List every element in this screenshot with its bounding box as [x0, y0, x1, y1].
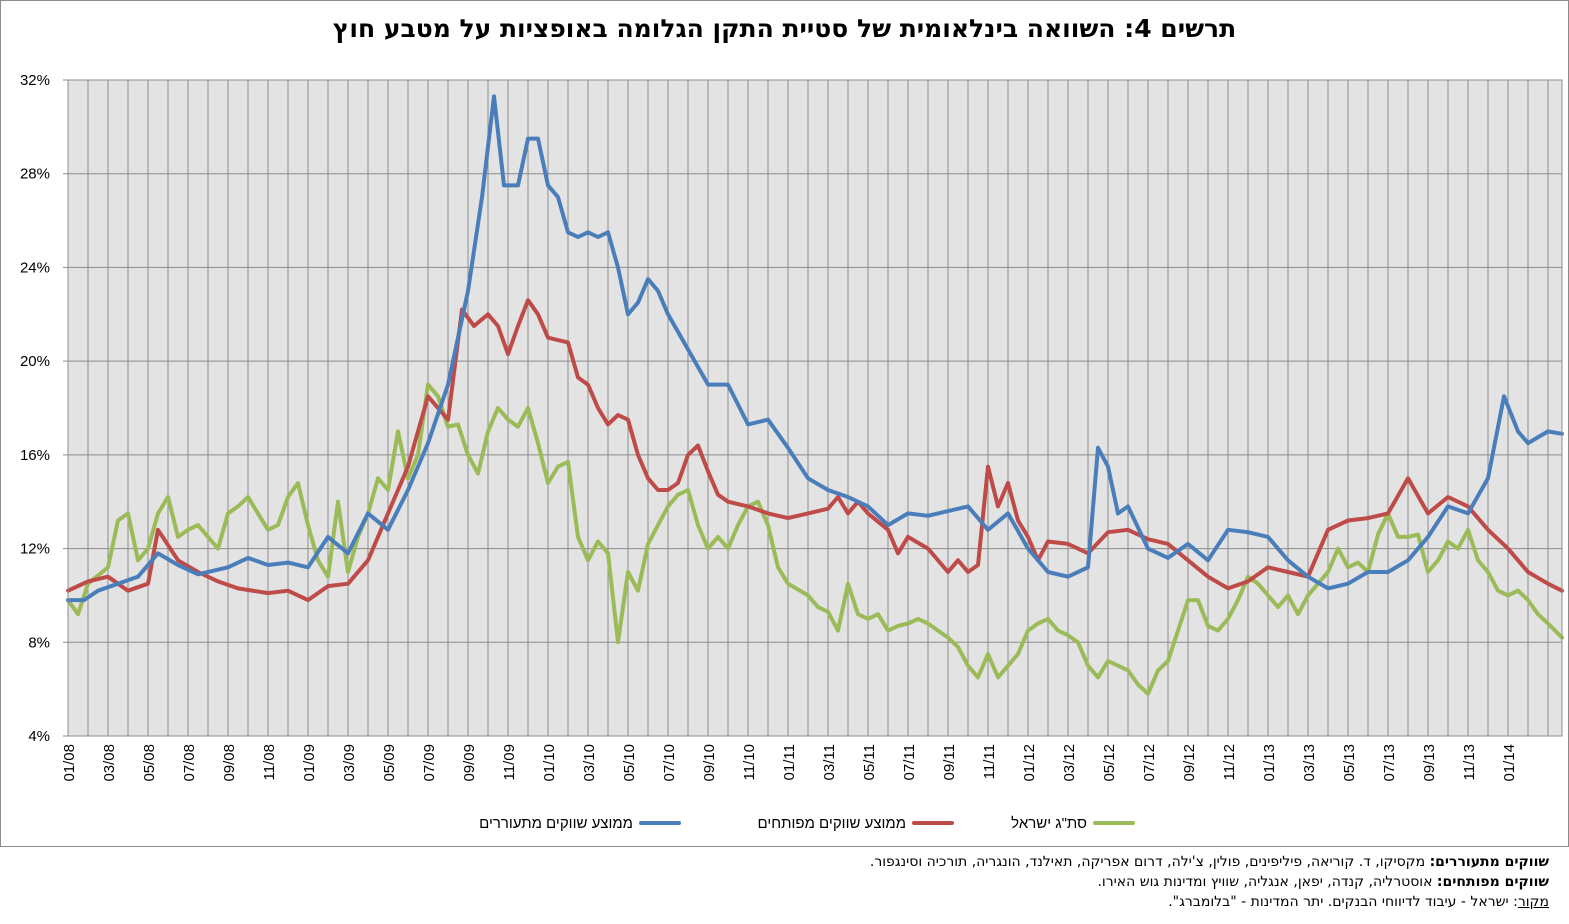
x-tick-label: 07/09 [421, 744, 438, 782]
x-tick-label: 09/13 [1421, 744, 1438, 782]
legend-swatch-israel [1093, 821, 1135, 825]
plot-area [68, 80, 1562, 736]
chart-title: תרשים 4: השוואה בינלאומית של סטיית התקן … [332, 14, 1237, 43]
note-emerging-label: שווקים מתעוררים: [1429, 854, 1549, 870]
x-tick-label: 11/13 [1461, 744, 1478, 780]
x-tick-label: 07/11 [901, 744, 918, 780]
x-tick-label: 05/10 [621, 744, 638, 782]
x-tick-label: 03/10 [581, 744, 598, 782]
x-tick-label: 11/12 [1221, 744, 1238, 780]
legend-item-developed: ממוצע שווקים מפותחים [758, 812, 954, 834]
y-tick-label: 28% [20, 166, 50, 183]
note-emerging: שווקים מתעוררים: מקסיקו, ד. קוריאה, פילי… [870, 852, 1549, 872]
x-tick-label: 09/10 [701, 744, 718, 782]
legend-label-emerging: ממוצע שווקים מתעוררים [479, 814, 633, 832]
legend-swatch-developed [912, 821, 954, 825]
y-tick-label: 32% [20, 72, 50, 89]
y-tick-label: 16% [20, 447, 50, 464]
x-tick-label: 07/08 [181, 744, 198, 782]
note-developed-text: אוסטרליה, קנדה, יפאן, אנגליה, שוויץ ומדי… [1097, 874, 1437, 890]
x-tick-label: 11/09 [501, 744, 518, 780]
x-tick-label: 01/10 [541, 744, 558, 782]
series-layer [66, 94, 1564, 696]
x-tick-label: 07/10 [661, 744, 678, 782]
x-tick-label: 09/11 [941, 744, 958, 780]
x-tick-label: 09/12 [1181, 744, 1198, 782]
series-line-emerging [66, 94, 1564, 603]
x-tick-label: 09/08 [221, 744, 238, 782]
x-tick-label: 03/12 [1061, 744, 1078, 782]
legend-item-israel: סת"ג ישראל [1011, 812, 1135, 834]
x-tick-label: 11/11 [981, 744, 998, 779]
x-tick-label: 05/11 [861, 744, 878, 780]
y-axis-ticks: 4% 8% 12% 16% 20% 24% 28% 32% [20, 72, 68, 745]
x-tick-label: 01/09 [301, 744, 318, 782]
x-tick-label: 11/10 [741, 744, 758, 780]
x-tick-label: 01/14 [1501, 744, 1518, 782]
x-tick-label: 07/13 [1381, 744, 1398, 782]
x-tick-label: 03/11 [821, 744, 838, 780]
legend: ממוצע שווקים מתעוררים ממוצע שווקים מפותח… [0, 812, 1569, 836]
x-tick-label: 01/11 [781, 744, 798, 780]
x-tick-label: 01/13 [1261, 744, 1278, 782]
legend-item-emerging: ממוצע שווקים מתעוררים [479, 812, 681, 834]
legend-label-israel: סת"ג ישראל [1011, 814, 1087, 832]
note-developed: שווקים מפותחים: אוסטרליה, קנדה, יפאן, אנ… [870, 872, 1549, 892]
x-tick-label: 01/08 [61, 744, 78, 782]
note-source-text: : ישראל - עיבוד לדיווחי הבנקים. יתר המדי… [1168, 894, 1518, 910]
x-tick-label: 09/09 [461, 744, 478, 782]
y-tick-label: 20% [20, 353, 50, 370]
chart-notes: שווקים מתעוררים: מקסיקו, ד. קוריאה, פילי… [870, 852, 1549, 912]
x-tick-label: 05/12 [1101, 744, 1118, 782]
x-tick-label: 03/09 [341, 744, 358, 782]
y-tick-label: 12% [20, 541, 50, 558]
note-emerging-text: מקסיקו, ד. קוריאה, פיליפינים, פולין, צ'י… [869, 854, 1430, 870]
note-developed-label: שווקים מפותחים: [1436, 874, 1549, 890]
x-tick-label: 03/08 [101, 744, 118, 782]
x-tick-label: 01/12 [1021, 744, 1038, 782]
x-axis-ticks: 01/08 03/08 05/08 07/08 09/08 11/08 01/09 03/09… [61, 744, 1518, 782]
x-tick-label: 05/13 [1341, 744, 1358, 782]
plot-border [67, 79, 1563, 737]
x-tick-label: 05/09 [381, 744, 398, 782]
note-source: מקור: ישראל - עיבוד לדיווחי הבנקים. יתר … [870, 892, 1549, 912]
x-tick-label: 07/12 [1141, 744, 1158, 782]
line-chart: 4% 8% 12% 16% 20% 24% 28% 32% 01/08 03/08 05/08 07… [20, 72, 1564, 782]
series-line-developed [66, 298, 1564, 603]
y-tick-label: 4% [28, 728, 50, 745]
series-line-israel [66, 382, 1564, 696]
y-tick-label: 8% [28, 634, 50, 651]
legend-label-developed: ממוצע שווקים מפותחים [757, 814, 906, 832]
x-tick-label: 05/08 [141, 744, 158, 782]
note-source-label: מקור [1517, 894, 1549, 910]
y-tick-label: 24% [20, 259, 50, 276]
legend-swatch-emerging [639, 821, 681, 825]
x-tick-label: 03/13 [1301, 744, 1318, 782]
x-tick-label: 11/08 [261, 744, 278, 780]
